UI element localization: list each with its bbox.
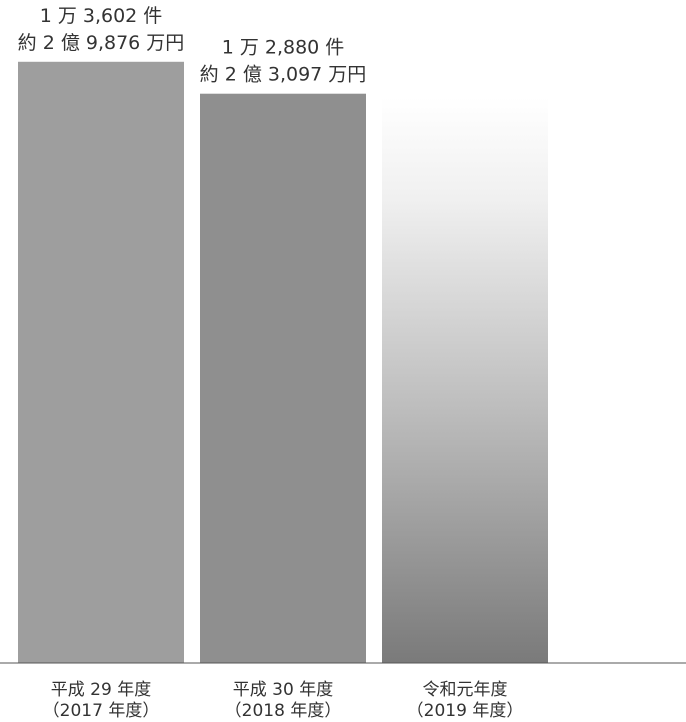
- bar-3: [382, 97, 548, 664]
- category-label-1-year: （2017 年度）: [43, 701, 160, 721]
- bar-1-count-label: 1 万 3,602 件: [40, 5, 163, 27]
- bar-1-amount-label: 約 2 億 9,876 万円: [18, 32, 185, 54]
- bar-2: [200, 93, 366, 664]
- category-label-1-era: 平成 29 年度: [51, 680, 151, 700]
- bar-2-count-label: 1 万 2,880 件: [222, 37, 345, 59]
- bar-2-amount-label: 約 2 億 3,097 万円: [200, 64, 367, 86]
- category-label-3-year: （2019 年度）: [407, 701, 524, 721]
- bar-1: [18, 61, 184, 663]
- category-label-3-era: 令和元年度: [423, 680, 508, 700]
- category-label-2-era: 平成 30 年度: [233, 680, 333, 700]
- category-label-2-year: （2018 年度）: [225, 701, 342, 721]
- bars-group: [18, 61, 548, 664]
